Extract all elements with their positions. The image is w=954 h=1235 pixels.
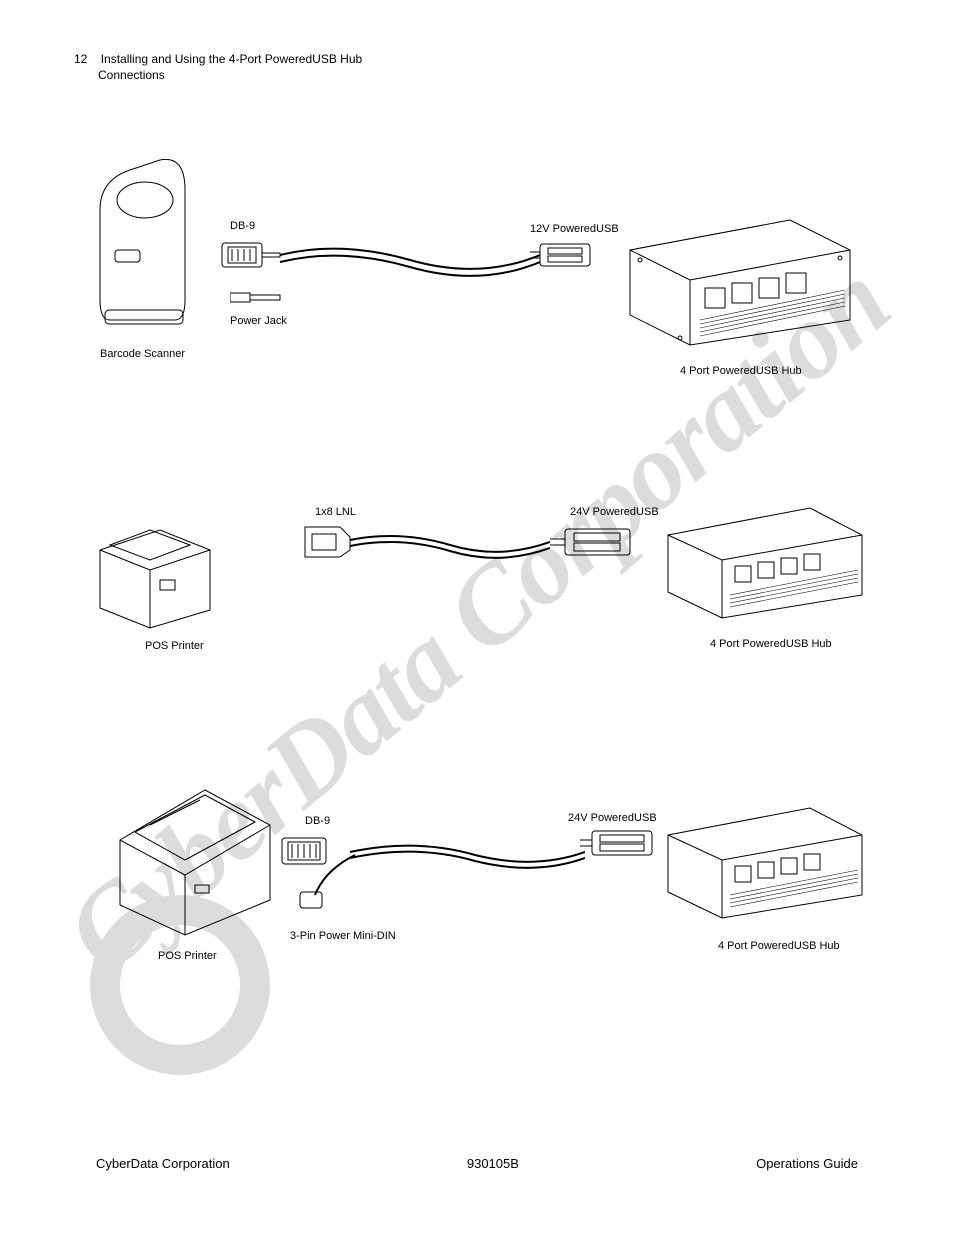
page-footer: CyberData Corporation 930105B Operations…: [96, 1156, 858, 1171]
db9-label-2: DB-9: [305, 815, 330, 827]
cable-branch-icon: [295, 840, 585, 920]
24v-poweredusb-label-2: 24V PoweredUSB: [568, 812, 657, 824]
connection-diagram: Barcode Scanner DB-9 Power Jack 12V Powe…: [90, 150, 864, 1085]
pos-printer-icon: [105, 770, 285, 940]
poweredusb-hub-icon: [620, 210, 860, 350]
hub-label-1: 4 Port PoweredUSB Hub: [680, 365, 802, 377]
page-header: 12 Installing and Using the 4-Port Power…: [74, 52, 362, 83]
hub-label-3: 4 Port PoweredUSB Hub: [718, 940, 840, 952]
header-title: Installing and Using the 4-Port PoweredU…: [101, 52, 362, 66]
cable-curve-icon: [280, 240, 540, 290]
1x8-lnl-label: 1x8 LNL: [315, 506, 356, 518]
footer-center: 930105B: [467, 1156, 519, 1171]
power-jack-label: Power Jack: [230, 315, 287, 327]
pos-printer-icon: [90, 500, 220, 630]
12v-poweredusb-label: 12V PoweredUSB: [530, 223, 619, 235]
cable-curve-icon: [350, 530, 550, 570]
pos-printer-label-1: POS Printer: [145, 640, 204, 652]
page-number: 12: [74, 52, 87, 68]
barcode-scanner-label: Barcode Scanner: [100, 348, 185, 360]
poweredusb-connector-icon: [550, 525, 640, 560]
poweredusb-connector-icon: [580, 828, 660, 860]
hub-label-2: 4 Port PoweredUSB Hub: [710, 638, 832, 650]
power-jack-connector-icon: [230, 290, 290, 305]
db9-label: DB-9: [230, 220, 255, 232]
header-subtitle: Connections: [98, 68, 362, 84]
poweredusb-connector-icon: [530, 240, 600, 270]
poweredusb-hub-icon: [660, 500, 870, 620]
footer-right: Operations Guide: [756, 1156, 858, 1171]
pos-printer-label-2: POS Printer: [158, 950, 217, 962]
mini-din-label: 3-Pin Power Mini-DIN: [290, 930, 396, 942]
footer-left: CyberData Corporation: [96, 1156, 230, 1171]
barcode-scanner-icon: [90, 150, 200, 340]
24v-poweredusb-label-1: 24V PoweredUSB: [570, 506, 659, 518]
poweredusb-hub-icon: [660, 800, 870, 920]
